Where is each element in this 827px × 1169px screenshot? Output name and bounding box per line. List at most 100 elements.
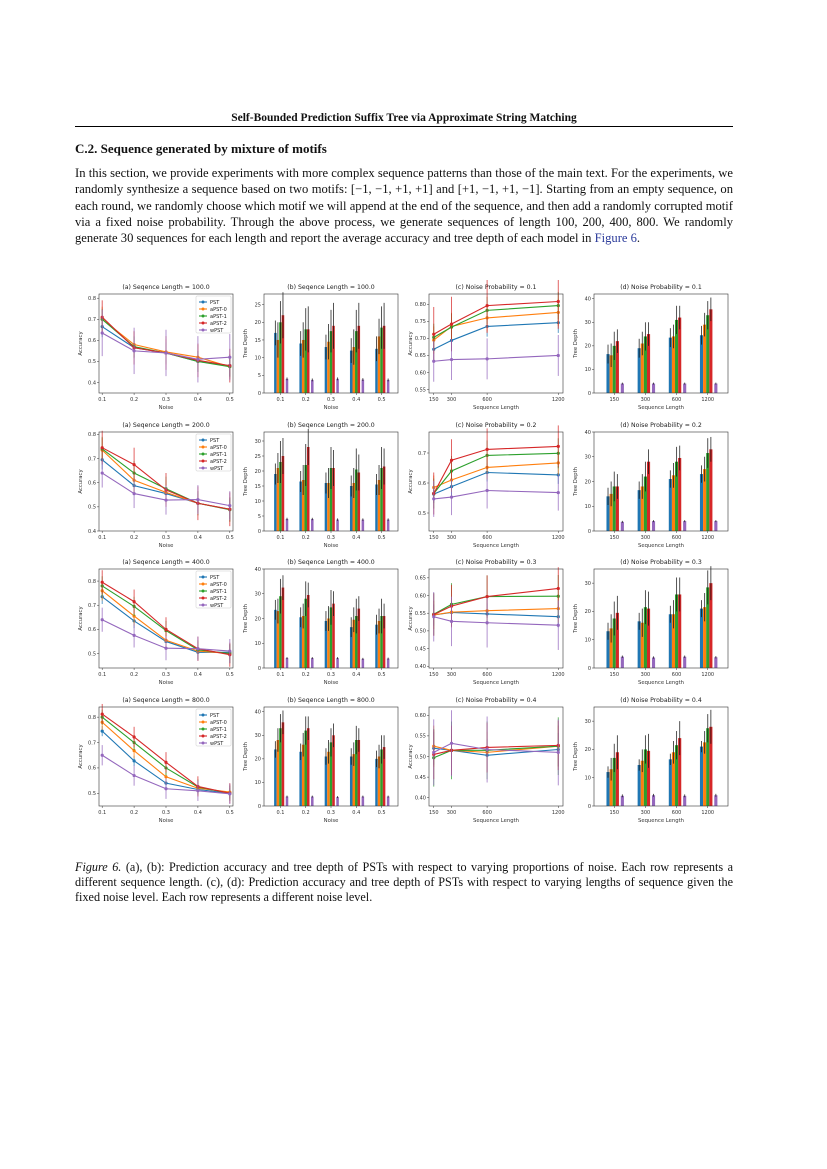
x-tick-label: 0.2: [130, 397, 138, 403]
data-point: [164, 498, 168, 502]
bar-aPST-0: [609, 769, 613, 806]
chart-title: (a) Seqence Length = 200.0: [122, 422, 209, 429]
bar-aPST-1: [355, 469, 358, 531]
y-tick-label: 0: [588, 666, 591, 672]
bar-PST: [699, 474, 704, 531]
series-line-aPST-1: [433, 305, 559, 338]
data-point: [100, 753, 104, 757]
bar-aPST-1: [329, 331, 333, 393]
legend-label: aPST-2: [210, 596, 227, 602]
legend-marker: [201, 314, 205, 318]
x-tick-label: 600: [482, 535, 492, 541]
x-axis-label: Sequence Length: [638, 680, 684, 686]
series-line-PST: [433, 747, 559, 756]
y-tick-label: 0.5: [418, 511, 426, 517]
bar-aPST-2: [357, 608, 361, 668]
bar-aPST-2: [646, 461, 651, 531]
y-axis-label: Tree Depth: [573, 467, 579, 497]
plot-frame: [98, 431, 234, 532]
data-point: [196, 498, 200, 502]
x-axis-label: Noise: [324, 680, 339, 686]
data-point: [449, 741, 454, 745]
x-tick-label: 150: [609, 672, 619, 678]
y-tick-label: 30: [585, 581, 591, 587]
y-tick-label: 15: [255, 338, 261, 344]
y-tick-label: 20: [585, 747, 591, 753]
plot-frame: [98, 293, 234, 394]
chart-title: (c) Noise Probability = 0.1: [456, 284, 537, 291]
data-point: [100, 712, 104, 716]
y-axis-label: Accuracy: [408, 606, 414, 630]
bar-aPST-1: [355, 331, 358, 393]
data-point: [485, 488, 489, 493]
x-tick-label: 0.4: [194, 810, 202, 816]
data-point: [556, 750, 560, 754]
legend-marker: [201, 445, 205, 449]
legend-label: aPST-1: [210, 589, 227, 595]
chart-2-a: (a) Seqence Length = 200.0 0.4 0.5 0.6 0.7 0.…: [75, 418, 240, 553]
plot-frame: [98, 706, 234, 807]
data-point: [132, 749, 136, 753]
bar-aPST-0: [703, 607, 707, 668]
x-tick-label: 0.1: [276, 535, 284, 541]
series-line-aPST-2: [433, 587, 559, 616]
y-tick-label: 0.4: [88, 529, 96, 535]
legend-label: aPST-2: [210, 321, 227, 327]
bar-aPST-2: [382, 466, 386, 531]
x-tick-label: 0.2: [130, 535, 138, 541]
x-tick-label: 150: [609, 397, 619, 403]
x-tick-label: 0.1: [98, 672, 106, 678]
x-axis-label: Noise: [324, 543, 339, 549]
bar-aPST-0: [301, 616, 305, 668]
bar-aPST-1: [675, 594, 679, 668]
data-point: [164, 627, 168, 631]
bar-PST: [274, 749, 277, 806]
y-tick-label: 0.8: [88, 432, 96, 438]
bar-aPST-0: [703, 469, 707, 531]
legend-marker: [201, 596, 205, 600]
y-axis-label: Accuracy: [78, 606, 84, 630]
series-line-aPST-2: [433, 744, 559, 755]
figure-6-link[interactable]: Figure 6: [594, 231, 637, 246]
data-point: [100, 580, 104, 584]
x-tick-label: 0.1: [276, 672, 284, 678]
x-tick-label: 0.1: [98, 810, 106, 816]
plot-frame: [593, 293, 729, 394]
x-axis-label: Sequence Length: [473, 818, 519, 824]
legend-marker: [201, 321, 205, 325]
bar-aPST-1: [643, 476, 647, 531]
bar-PST: [324, 756, 328, 806]
bar-wPST: [620, 795, 624, 806]
bar-aPST-2: [306, 594, 310, 668]
bar-aPST-0: [377, 756, 381, 806]
bar-PST: [637, 490, 641, 531]
bar-wPST: [311, 519, 314, 531]
legend-marker: [201, 459, 205, 463]
legend-label: PST: [210, 713, 220, 719]
legend-box: [195, 570, 232, 609]
chart-title: (d) Noise Probability = 0.2: [620, 422, 702, 429]
bar-aPST-2: [382, 325, 386, 393]
bar-aPST-1: [380, 327, 383, 393]
bar-wPST: [651, 521, 656, 531]
legend-marker: [201, 582, 205, 586]
x-tick-label: 150: [429, 672, 439, 678]
legend-marker: [201, 328, 205, 332]
y-tick-label: 30: [255, 592, 261, 598]
chart-svg: (a) Seqence Length = 200.0 0.4 0.5 0.6 0.7 0.…: [78, 422, 234, 549]
bar-aPST-0: [301, 744, 305, 806]
x-axis-label: Sequence Length: [638, 405, 684, 411]
bar-aPST-2: [709, 309, 713, 393]
y-tick-label: 0.5: [88, 791, 96, 797]
bar-aPST-0: [609, 355, 613, 393]
bar-PST: [349, 627, 353, 668]
bar-aPST-2: [709, 449, 713, 531]
y-tick-label: 0.8: [88, 579, 96, 585]
legend-marker: [201, 727, 205, 731]
data-point: [132, 773, 136, 778]
y-tick-label: 0.60: [415, 370, 426, 376]
data-point: [164, 646, 168, 650]
y-tick-label: 5: [258, 514, 261, 520]
bar-aPST-2: [281, 722, 285, 806]
data-point: [164, 775, 168, 779]
